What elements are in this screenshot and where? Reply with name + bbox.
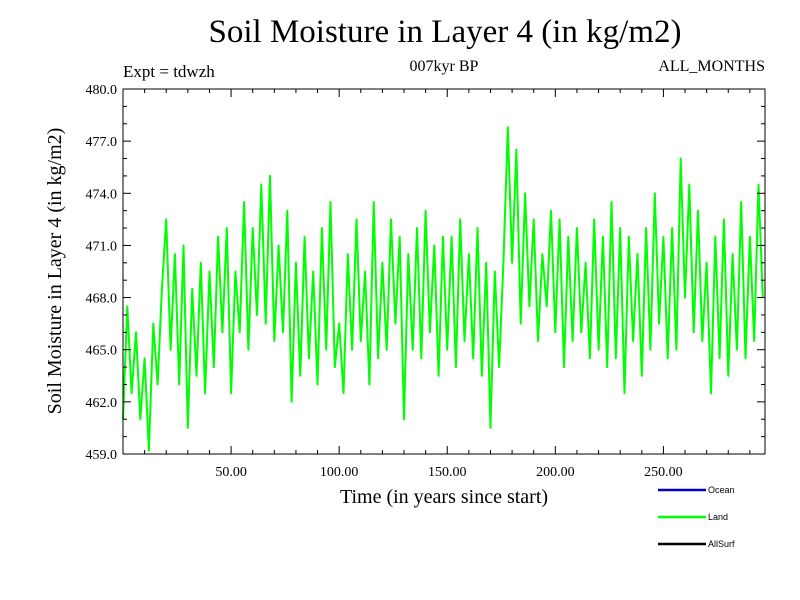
y-tick-label: 480.0 [86, 83, 118, 98]
x-tick-label: 50.00 [215, 465, 247, 480]
legend-label-allsurf: AllSurf [708, 539, 735, 549]
chart-title: Soil Moisture in Layer 4 (in kg/m2) [208, 14, 682, 50]
y-tick-label: 465.0 [86, 344, 118, 359]
axes: 459.0 462.0 465.0 468.0 471.0 474.0 477.0 480.0… [86, 83, 765, 480]
x-axis-label: Time (in years since start) [340, 486, 548, 508]
legend-label-land: Land [708, 512, 728, 522]
chart-subtitle: 007kyr BP [409, 58, 479, 75]
x-tick-label: 200.00 [536, 465, 575, 480]
legend-label-ocean: Ocean [708, 485, 735, 495]
y-axis-label: Soil Moisture in Layer 4 (in kg/m2) [44, 128, 66, 415]
x-tick-label: 250.00 [644, 465, 683, 480]
y-tick-label: 477.0 [86, 135, 118, 150]
period-label: ALL_MONTHS [658, 58, 765, 75]
y-tick-label: 471.0 [86, 239, 118, 254]
plot-frame [122, 88, 766, 455]
x-tick-label: 150.00 [428, 465, 467, 480]
series-line-land [122, 126, 764, 452]
y-tick-label: 468.0 [86, 292, 118, 307]
experiment-label: Expt = tdwzh [123, 62, 215, 81]
x-tick-label: 100.00 [320, 465, 359, 480]
plot-area [122, 126, 764, 452]
legend: Ocean Land AllSurf [658, 485, 735, 549]
y-tick-label: 462.0 [86, 396, 118, 411]
y-tick-label: 474.0 [86, 187, 118, 202]
y-tick-label: 459.0 [86, 448, 118, 463]
